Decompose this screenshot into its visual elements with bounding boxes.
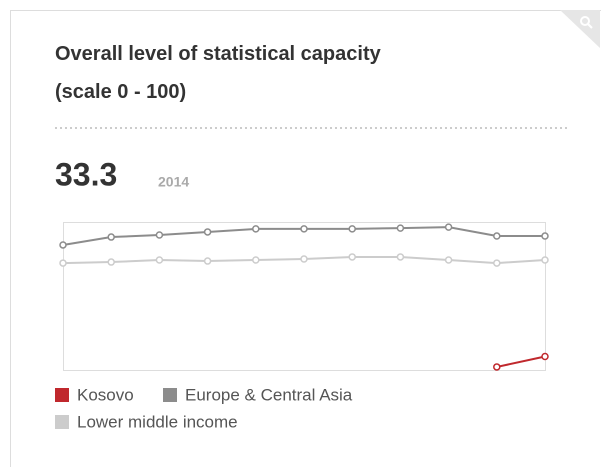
legend-label: Kosovo — [77, 385, 134, 404]
data-point — [107, 258, 115, 266]
data-point — [493, 259, 501, 267]
data-point — [348, 225, 356, 233]
data-point — [444, 223, 453, 231]
legend-swatch — [55, 415, 69, 429]
zoom-corner[interactable] — [560, 10, 600, 48]
data-point — [155, 231, 164, 239]
zoom-icon-handle — [587, 23, 593, 29]
data-point — [396, 253, 405, 261]
data-point — [203, 228, 212, 236]
legend-swatch — [163, 388, 177, 402]
plot-frame — [63, 222, 546, 371]
data-point — [493, 232, 501, 240]
legend-label: Lower middle income — [77, 412, 238, 431]
series-line — [496, 355, 546, 368]
data-point — [493, 363, 501, 371]
latest-value: 33.3 — [55, 156, 117, 192]
data-point — [541, 256, 549, 264]
latest-year: 2014 — [158, 174, 189, 190]
data-point — [203, 257, 212, 265]
data-point — [348, 253, 356, 261]
data-point — [107, 233, 115, 241]
data-point — [396, 224, 405, 232]
data-point — [252, 256, 260, 264]
chart-title: Overall level of statistical capacity (sc… — [55, 43, 382, 103]
legend-swatch — [55, 388, 69, 402]
data-point — [300, 255, 308, 263]
data-point — [59, 241, 67, 249]
data-point — [541, 352, 549, 361]
data-point — [59, 259, 67, 267]
data-point — [155, 256, 164, 264]
zoom-icon — [580, 16, 590, 26]
data-point — [541, 232, 549, 240]
data-point — [300, 225, 308, 233]
data-point — [252, 225, 260, 233]
data-point — [444, 256, 453, 264]
legend-label: Europe & Central Asia — [185, 385, 353, 404]
